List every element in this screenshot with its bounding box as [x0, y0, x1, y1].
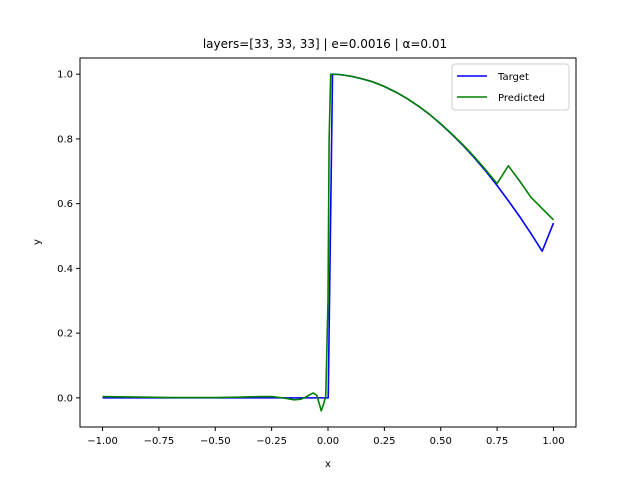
x-tick-label: −1.00 — [87, 436, 118, 447]
x-tick-label: −0.50 — [200, 436, 231, 447]
legend: Target Predicted — [451, 63, 570, 111]
series-layer — [102, 73, 555, 412]
chart-title: layers=[33, 33, 33] | e=0.0016 | α=0.01 — [203, 37, 447, 51]
series-line-predicted — [102, 73, 555, 412]
y-axis-ticks: 0.0 0.2 0.4 0.6 0.8 1.0 — [57, 70, 80, 404]
legend-label-target: Target — [497, 72, 529, 83]
y-tick-label: 0.6 — [57, 199, 73, 210]
y-tick-label: 1.0 — [57, 70, 73, 81]
x-axis-ticks: −1.00 −0.75 −0.50 −0.25 0.00 0.25 0.50 0.75 1.00 — [87, 427, 565, 447]
x-tick-label: 0.25 — [373, 436, 395, 447]
plot-area — [79, 57, 577, 428]
x-tick-label: −0.75 — [144, 436, 175, 447]
y-tick-label: 0.2 — [57, 329, 73, 340]
x-tick-label: 0.50 — [430, 436, 452, 447]
y-tick-label: 0.0 — [57, 393, 73, 404]
x-tick-label: 1.00 — [542, 436, 564, 447]
y-tick-label: 0.4 — [57, 264, 73, 275]
x-tick-label: −0.25 — [256, 436, 287, 447]
x-axis-label: x — [325, 459, 331, 470]
legend-label-predicted: Predicted — [498, 93, 545, 104]
x-tick-label: 0.00 — [317, 436, 339, 447]
y-tick-label: 0.8 — [57, 134, 73, 145]
y-axis-label: y — [32, 239, 43, 245]
x-tick-label: 0.75 — [486, 436, 508, 447]
